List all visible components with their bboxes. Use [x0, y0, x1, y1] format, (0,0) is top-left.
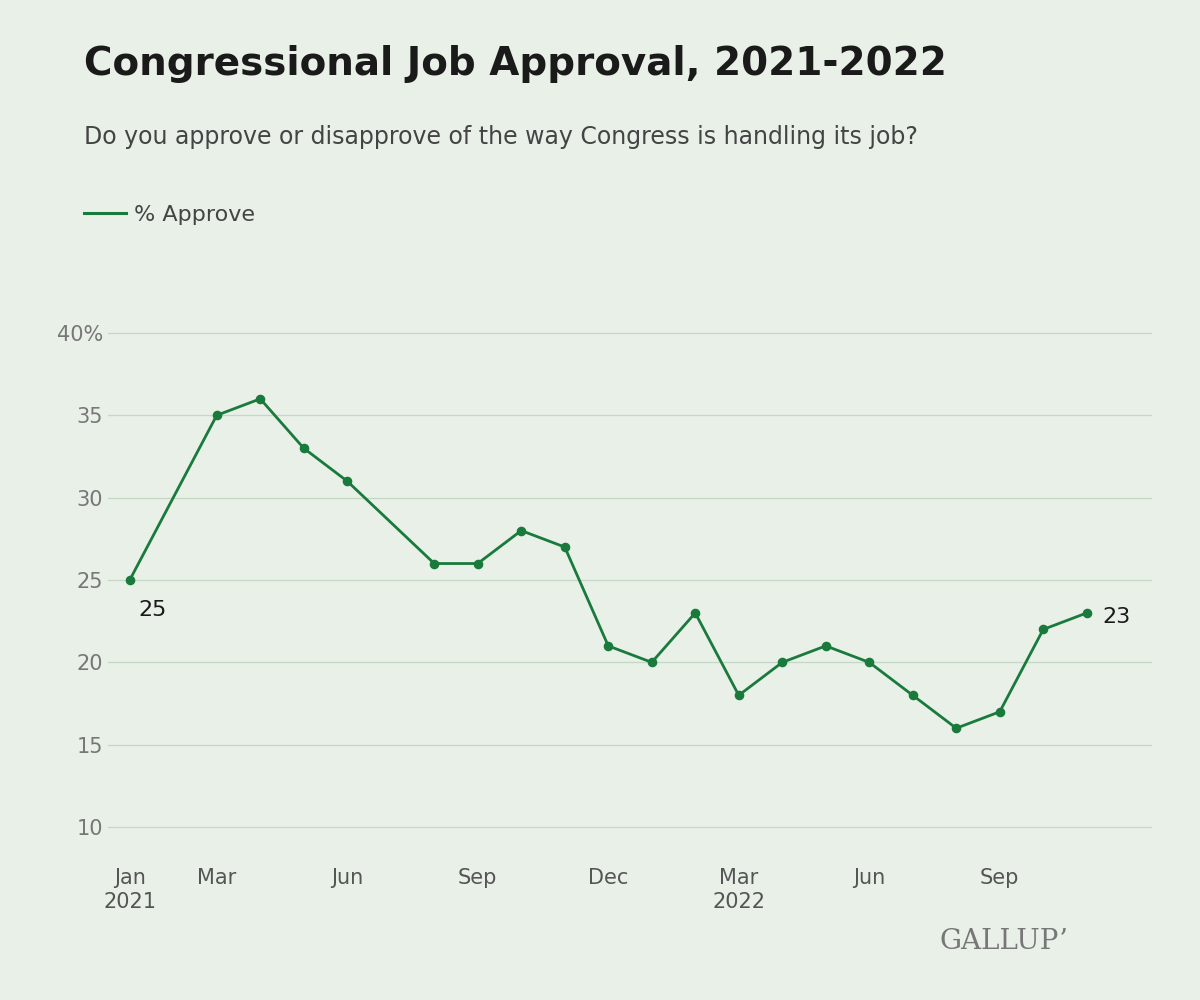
Point: [337, 473, 356, 489]
Point: [859, 654, 878, 670]
Point: [990, 704, 1009, 720]
Text: % Approve: % Approve: [134, 205, 256, 225]
Text: Congressional Job Approval, 2021-2022: Congressional Job Approval, 2021-2022: [84, 45, 947, 83]
Text: GALLUPʼ: GALLUPʼ: [940, 928, 1068, 955]
Point: [294, 440, 313, 456]
Text: 25: 25: [138, 600, 167, 620]
Point: [1033, 621, 1052, 637]
Text: 23: 23: [1102, 607, 1130, 627]
Point: [425, 556, 444, 572]
Point: [208, 407, 227, 423]
Point: [947, 720, 966, 736]
Point: [556, 539, 575, 555]
Point: [599, 638, 618, 654]
Point: [120, 572, 139, 588]
Point: [468, 556, 487, 572]
Point: [251, 391, 270, 407]
Text: Do you approve or disapprove of the way Congress is handling its job?: Do you approve or disapprove of the way …: [84, 125, 918, 149]
Point: [511, 523, 530, 539]
Point: [904, 687, 923, 703]
Point: [1078, 605, 1097, 621]
Point: [685, 605, 704, 621]
Point: [773, 654, 792, 670]
Point: [730, 687, 749, 703]
Point: [816, 638, 835, 654]
Point: [642, 654, 661, 670]
